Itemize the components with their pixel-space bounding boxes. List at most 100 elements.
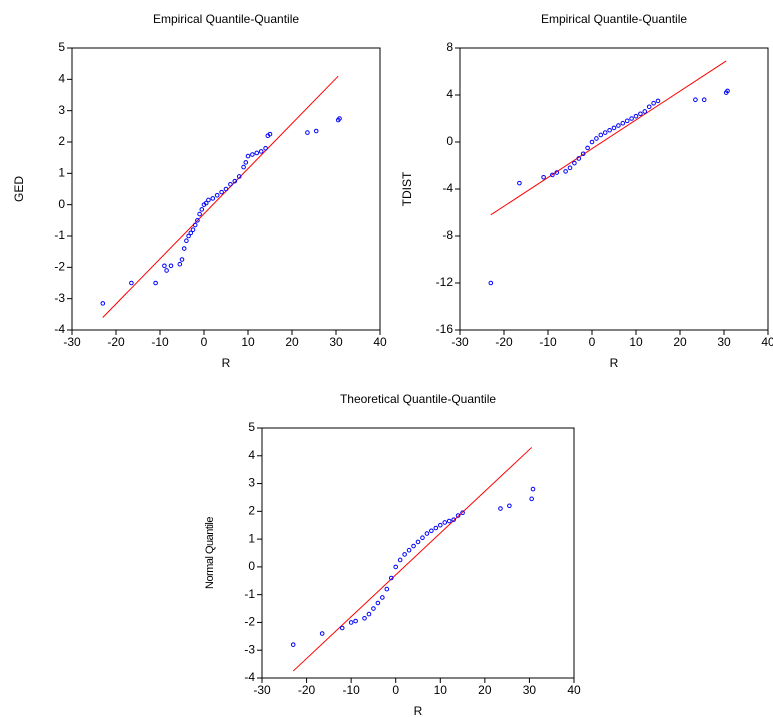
y-tick-label: -2 bbox=[244, 615, 255, 629]
data-point bbox=[371, 606, 376, 611]
data-point bbox=[153, 280, 158, 286]
data-point bbox=[638, 111, 643, 117]
data-point bbox=[267, 131, 273, 137]
reference-line bbox=[102, 75, 339, 318]
x-tick-label: -10 bbox=[539, 335, 557, 349]
y-tick-label: 8 bbox=[446, 40, 453, 54]
data-point bbox=[594, 136, 599, 141]
data-point bbox=[375, 600, 381, 606]
data-point bbox=[186, 233, 191, 239]
x-tick-label: 30 bbox=[523, 683, 537, 697]
data-point bbox=[589, 139, 595, 145]
data-point bbox=[529, 496, 534, 502]
data-point bbox=[616, 123, 621, 128]
data-point bbox=[580, 151, 586, 157]
data-point bbox=[642, 109, 648, 114]
data-point bbox=[250, 152, 255, 157]
x-tick-label: -10 bbox=[342, 683, 360, 697]
data-point bbox=[651, 100, 656, 106]
x-tick-label: -20 bbox=[298, 683, 316, 697]
data-point bbox=[397, 557, 403, 563]
data-point bbox=[353, 618, 358, 624]
x-tick-label: -10 bbox=[151, 335, 169, 349]
y-tick-label: 0 bbox=[58, 197, 65, 211]
y-tick-label: -12 bbox=[436, 275, 454, 289]
data-point bbox=[598, 132, 604, 138]
y-tick-label: -4 bbox=[442, 181, 453, 195]
y-tick-label: 0 bbox=[446, 134, 453, 148]
data-point bbox=[362, 615, 367, 621]
data-point bbox=[725, 88, 730, 94]
data-point bbox=[241, 164, 246, 170]
data-point bbox=[563, 169, 568, 174]
data-point bbox=[366, 611, 372, 617]
data-point bbox=[433, 525, 439, 531]
x-tick-label: -30 bbox=[253, 683, 271, 697]
data-point bbox=[164, 268, 169, 273]
reference-line bbox=[292, 447, 532, 672]
data-point bbox=[192, 222, 198, 228]
data-point bbox=[393, 564, 399, 570]
data-point bbox=[530, 486, 536, 492]
data-point bbox=[498, 506, 503, 511]
data-point bbox=[655, 98, 661, 104]
data-point bbox=[199, 207, 205, 212]
x-tick-label: 10 bbox=[241, 335, 255, 349]
y-tick-label: -3 bbox=[244, 642, 255, 656]
data-point bbox=[384, 586, 390, 592]
y-tick-label: -1 bbox=[54, 228, 65, 242]
data-point bbox=[624, 118, 630, 124]
data-point bbox=[629, 116, 634, 121]
data-point bbox=[517, 180, 522, 186]
data-point bbox=[339, 625, 345, 631]
data-point bbox=[245, 153, 251, 159]
y-tick-label: 5 bbox=[248, 420, 255, 434]
y-tick-label: 1 bbox=[58, 166, 65, 180]
data-point bbox=[203, 200, 209, 206]
x-tick-label: -30 bbox=[63, 335, 81, 349]
data-point bbox=[195, 218, 200, 223]
data-point bbox=[420, 535, 425, 541]
x-tick-label: 40 bbox=[761, 335, 773, 349]
data-point bbox=[424, 531, 430, 536]
data-point bbox=[223, 186, 229, 192]
data-point bbox=[388, 575, 394, 581]
data-point bbox=[507, 503, 512, 509]
data-point bbox=[602, 130, 608, 135]
y-tick-label: -8 bbox=[442, 228, 453, 242]
data-point bbox=[258, 149, 264, 154]
y-axis-label: Normal Quantile bbox=[204, 517, 216, 589]
chart-title: Empirical Quantile-Quantile bbox=[153, 12, 299, 26]
data-point bbox=[460, 510, 465, 516]
data-point bbox=[429, 528, 434, 534]
data-point bbox=[254, 150, 260, 156]
y-axis-label: GED bbox=[12, 176, 26, 202]
y-tick-label: -16 bbox=[436, 322, 454, 336]
data-point bbox=[554, 170, 560, 175]
data-point bbox=[380, 595, 385, 600]
data-point bbox=[442, 520, 448, 525]
data-point bbox=[437, 522, 443, 528]
data-point bbox=[305, 130, 310, 135]
data-point bbox=[184, 238, 189, 243]
data-point bbox=[693, 97, 698, 102]
y-tick-label: -4 bbox=[244, 670, 255, 684]
data-point bbox=[567, 165, 573, 171]
y-tick-label: -2 bbox=[54, 260, 65, 274]
data-point bbox=[228, 182, 233, 187]
x-tick-label: 10 bbox=[434, 683, 448, 697]
y-tick-label: 3 bbox=[58, 103, 65, 117]
data-point bbox=[585, 145, 590, 151]
data-point bbox=[190, 227, 196, 233]
plot-frame bbox=[459, 47, 769, 331]
y-axis-label: TDIST bbox=[400, 171, 414, 206]
data-point bbox=[348, 620, 354, 625]
data-point bbox=[611, 125, 617, 131]
data-point bbox=[179, 257, 185, 262]
data-point bbox=[210, 196, 216, 201]
x-tick-label: -20 bbox=[107, 335, 125, 349]
x-tick-label: 0 bbox=[392, 683, 399, 697]
x-tick-label: 30 bbox=[329, 335, 343, 349]
data-point bbox=[168, 263, 174, 269]
